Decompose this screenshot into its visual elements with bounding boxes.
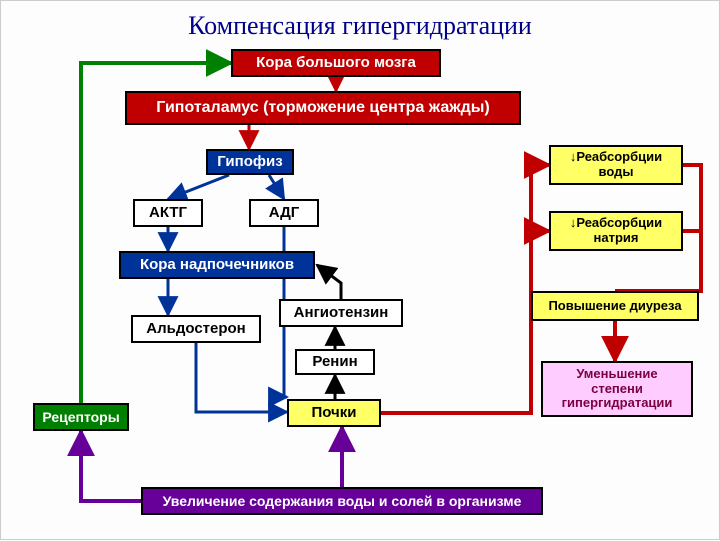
edge-10 — [317, 265, 341, 299]
node-water_salt: Увеличение содержания воды и солей в орг… — [141, 487, 543, 515]
node-reab_water: ↓Реабсорбции воды — [549, 145, 683, 185]
node-receptors: Рецепторы — [33, 403, 129, 431]
node-aktg: АКТГ — [133, 199, 203, 227]
node-cortex: Кора большого мозга — [231, 49, 441, 77]
node-aldo: Альдостерон — [131, 315, 261, 343]
node-reab_na: ↓Реабсорбции натрия — [549, 211, 683, 251]
node-hypothal: Гипоталамус (торможение центра жажды) — [125, 91, 521, 125]
edge-16 — [81, 431, 141, 501]
edge-11 — [381, 165, 549, 413]
node-reduction: Уменьшение степени гипергидратации — [541, 361, 693, 417]
node-diuresis: Повышение диуреза — [531, 291, 699, 321]
edge-7 — [196, 343, 287, 412]
edge-2 — [168, 175, 229, 199]
node-adrenal: Кора надпочечников — [119, 251, 315, 279]
node-kidney: Почки — [287, 399, 381, 427]
node-adg: АДГ — [249, 199, 319, 227]
title-text: Компенсация гипергидратации — [188, 11, 532, 40]
edges-layer — [1, 1, 720, 541]
node-hypophysis: Гипофиз — [206, 149, 294, 175]
node-angio: Ангиотензин — [279, 299, 403, 327]
edge-3 — [269, 175, 284, 199]
node-renin: Ренин — [295, 349, 375, 375]
diagram-title: Компенсация гипергидратации — [1, 11, 719, 41]
